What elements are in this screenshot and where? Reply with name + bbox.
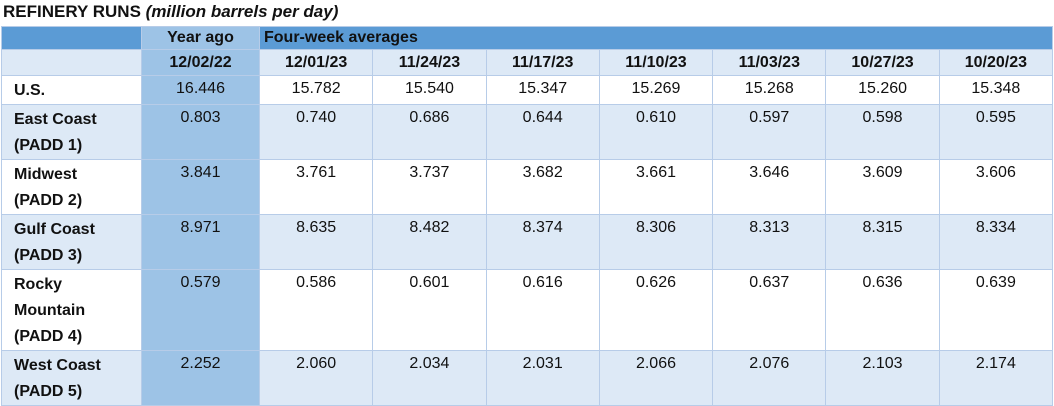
title: REFINERY RUNS (million barrels per day) — [0, 0, 1054, 26]
row-label: East Coast (PADD 1) — [1, 104, 142, 160]
row-label-text: Gulf Coast (PADD 3) — [14, 221, 95, 264]
value-cell: 0.686 — [372, 104, 487, 160]
value-cell: 3.661 — [598, 159, 714, 215]
value-cell: 8.374 — [485, 214, 600, 270]
value-cell: 3.737 — [372, 159, 487, 215]
data-row: U.S. 16.446 15.782 15.540 15.347 15.269 15.268… — [1, 75, 1054, 105]
row-label: Midwest (PADD 2) — [1, 159, 142, 215]
value-cell: 0.597 — [712, 104, 827, 160]
value-cell: 8.306 — [598, 214, 714, 270]
value-cell: 2.066 — [598, 350, 714, 406]
table-body: Year ago Four-week averages 12/02/22 12/0… — [1, 26, 1054, 406]
value-cell: 0.639 — [938, 269, 1054, 351]
value-cell: 8.635 — [258, 214, 374, 270]
value-cell: 3.606 — [938, 159, 1054, 215]
value-cell: 15.782 — [258, 75, 374, 105]
value-cell: 0.579 — [141, 269, 260, 351]
row-label-text: West Coast (PADD 5) — [14, 357, 101, 400]
value-cell: 3.609 — [825, 159, 940, 215]
header-row: 12/02/22 12/01/23 11/24/23 11/17/23 11/10/23… — [1, 49, 1054, 76]
date-header: 12/01/23 — [258, 49, 374, 76]
value-cell: 8.334 — [938, 214, 1054, 270]
date-header: 10/27/23 — [825, 49, 940, 76]
date-header: 10/20/23 — [938, 49, 1054, 76]
value-cell: 2.034 — [372, 350, 487, 406]
header-cell — [1, 26, 142, 50]
value-cell: 2.252 — [141, 350, 260, 406]
value-cell: 0.616 — [485, 269, 600, 351]
value-cell: 15.347 — [485, 75, 600, 105]
date-header: 11/17/23 — [485, 49, 600, 76]
row-label-text: Rocky Mountain (PADD 4) — [14, 276, 86, 345]
date-header: 11/03/23 — [712, 49, 827, 76]
header-cell: Four-week averages — [259, 26, 1053, 50]
value-cell: 3.841 — [141, 159, 260, 215]
row-label: Rocky Mountain (PADD 4) — [1, 269, 142, 351]
value-cell: 8.313 — [712, 214, 827, 270]
value-cell: 16.446 — [141, 75, 260, 105]
value-cell: 15.348 — [938, 75, 1054, 105]
row-label: Gulf Coast (PADD 3) — [1, 214, 142, 270]
row-label-text: Midwest (PADD 2) — [14, 166, 83, 209]
value-cell: 2.031 — [485, 350, 600, 406]
value-cell: 0.637 — [712, 269, 827, 351]
data-row: Rocky Mountain (PADD 4) 0.579 0.586 0.601 0.… — [1, 269, 1054, 351]
data-row: East Coast (PADD 1) 0.803 0.740 0.686 0.644 0… — [1, 104, 1054, 160]
value-cell: 2.060 — [258, 350, 374, 406]
title-main: REFINERY RUNS — [3, 2, 141, 21]
header-cell — [1, 49, 142, 76]
value-cell: 15.260 — [825, 75, 940, 105]
value-cell: 0.598 — [825, 104, 940, 160]
value-cell: 15.540 — [372, 75, 487, 105]
row-label-text: U.S. — [14, 82, 46, 99]
value-cell: 3.682 — [485, 159, 600, 215]
value-cell: 0.601 — [372, 269, 487, 351]
value-cell: 15.269 — [598, 75, 714, 105]
value-cell: 0.595 — [938, 104, 1054, 160]
value-cell: 3.761 — [258, 159, 374, 215]
date-header: 11/24/23 — [372, 49, 487, 76]
value-cell: 0.644 — [485, 104, 600, 160]
value-cell: 0.803 — [141, 104, 260, 160]
table: Year ago Four-week averages 12/02/22 12/0… — [1, 26, 1054, 406]
value-cell: 0.740 — [258, 104, 374, 160]
header-cell: Year ago — [141, 26, 260, 50]
title-unit: (million barrels per day) — [145, 2, 339, 21]
value-cell: 0.626 — [598, 269, 714, 351]
value-cell: 2.103 — [825, 350, 940, 406]
value-cell: 8.315 — [825, 214, 940, 270]
value-cell: 15.268 — [712, 75, 827, 105]
date-header: 11/10/23 — [598, 49, 714, 76]
value-cell: 0.586 — [258, 269, 374, 351]
data-row: West Coast (PADD 5) 2.252 2.060 2.034 2.031 2… — [1, 350, 1054, 406]
value-cell: 0.610 — [598, 104, 714, 160]
data-row: Gulf Coast (PADD 3) 8.971 8.635 8.482 8.374 8… — [1, 214, 1054, 270]
row-label: U.S. — [1, 75, 142, 105]
row-label: West Coast (PADD 5) — [1, 350, 142, 406]
row-label-text: East Coast (PADD 1) — [14, 111, 97, 154]
value-cell: 3.646 — [712, 159, 827, 215]
value-cell: 8.482 — [372, 214, 487, 270]
value-cell: 2.174 — [938, 350, 1054, 406]
date-header: 12/02/22 — [141, 49, 260, 76]
value-cell: 8.971 — [141, 214, 260, 270]
header-row: Year ago Four-week averages — [1, 26, 1053, 50]
data-row: Midwest (PADD 2) 3.841 3.761 3.737 3.682 3.66… — [1, 159, 1054, 215]
value-cell: 2.076 — [712, 350, 827, 406]
value-cell: 0.636 — [825, 269, 940, 351]
